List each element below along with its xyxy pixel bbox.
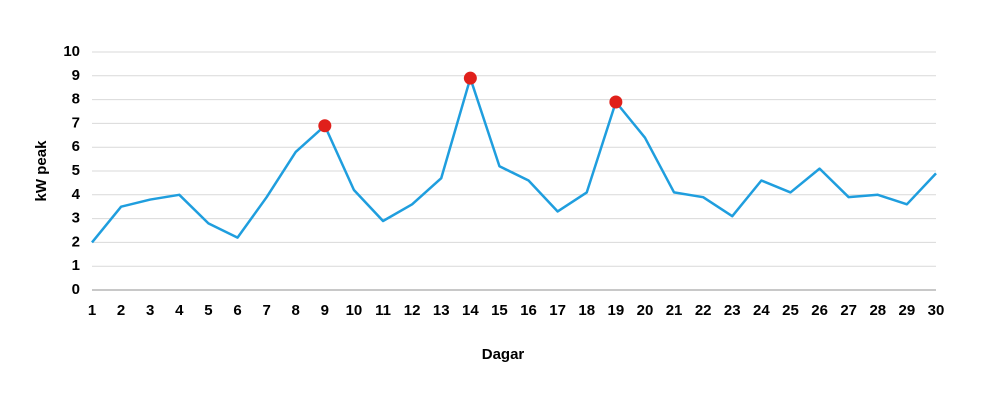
x-tick-label: 11 [375,302,391,319]
x-tick-label: 26 [811,302,828,319]
y-tick-label: 10 [63,43,80,60]
y-tick-label: 2 [72,233,80,250]
x-tick-label: 20 [637,302,654,319]
x-tick-label: 4 [175,302,184,319]
y-axis-label: kW peak [33,140,50,202]
x-tick-label: 14 [462,302,479,319]
y-tick-label: 1 [72,257,80,274]
x-tick-label: 5 [204,302,212,319]
y-tick-label: 7 [72,114,80,131]
x-tick-label: 3 [146,302,154,319]
x-tick-label: 17 [549,302,566,319]
x-tick-label: 28 [869,302,886,319]
y-tick-label: 9 [72,67,80,84]
x-tick-label: 9 [321,302,329,319]
x-tick-label: 6 [233,302,241,319]
x-tick-label: 22 [695,302,712,319]
y-tick-label: 5 [72,162,80,179]
y-tick-label: 4 [72,186,81,203]
x-tick-label: 18 [578,302,595,319]
y-tick-label: 6 [72,138,80,155]
x-tick-label: 30 [928,302,945,319]
x-tick-label: 24 [753,302,770,319]
y-tick-label: 8 [72,91,80,108]
x-axis-label: Dagar [482,346,525,363]
peak-marker [463,71,477,85]
x-tick-label: 1 [88,302,96,319]
x-tick-label: 13 [433,302,450,319]
x-tick-label: 23 [724,302,741,319]
x-tick-label: 19 [608,302,625,319]
x-tick-label: 10 [346,302,363,319]
x-tick-label: 16 [520,302,537,319]
x-tick-label: 7 [262,302,270,319]
x-tick-label: 8 [292,302,300,319]
x-tick-label: 15 [491,302,508,319]
x-tick-label: 27 [840,302,857,319]
x-tick-label: 12 [404,302,421,319]
x-tick-label: 2 [117,302,125,319]
peak-marker [609,95,623,109]
x-tick-label: 29 [899,302,916,319]
x-tick-label: 25 [782,302,799,319]
y-tick-label: 0 [72,281,80,298]
y-tick-label: 3 [72,210,80,227]
data-line [91,76,937,244]
peak-marker [318,119,332,133]
x-tick-label: 21 [666,302,683,319]
